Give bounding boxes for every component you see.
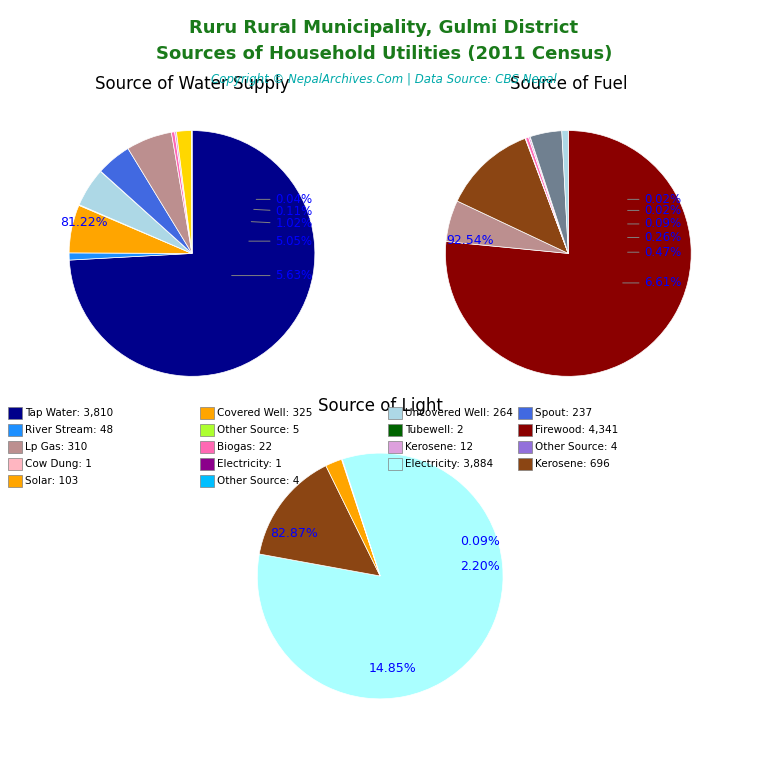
Wedge shape xyxy=(101,171,192,253)
Text: Copyright © NepalArchives.Com | Data Source: CBS Nepal: Copyright © NepalArchives.Com | Data Sou… xyxy=(211,73,557,86)
Text: 0.04%: 0.04% xyxy=(257,193,313,206)
Text: Tubewell: 2: Tubewell: 2 xyxy=(405,425,463,435)
Title: Source of Fuel: Source of Fuel xyxy=(510,74,627,93)
Wedge shape xyxy=(69,131,315,376)
Wedge shape xyxy=(445,131,691,376)
Title: Source of Light: Source of Light xyxy=(318,397,442,415)
Text: Tap Water: 3,810: Tap Water: 3,810 xyxy=(25,408,113,419)
Wedge shape xyxy=(561,131,568,253)
Text: 0.11%: 0.11% xyxy=(253,205,313,218)
Wedge shape xyxy=(79,171,192,253)
Text: Uncovered Well: 264: Uncovered Well: 264 xyxy=(405,408,512,419)
Text: Other Source: 4: Other Source: 4 xyxy=(217,475,299,486)
Text: Electricity: 3,884: Electricity: 3,884 xyxy=(405,458,493,469)
Text: Lp Gas: 310: Lp Gas: 310 xyxy=(25,442,87,452)
Wedge shape xyxy=(446,201,568,253)
Wedge shape xyxy=(128,132,192,253)
Text: Kerosene: 696: Kerosene: 696 xyxy=(535,458,610,469)
Text: Firewood: 4,341: Firewood: 4,341 xyxy=(535,425,618,435)
Text: Kerosene: 12: Kerosene: 12 xyxy=(405,442,473,452)
Title: Source of Water Supply: Source of Water Supply xyxy=(94,74,290,93)
Wedge shape xyxy=(326,459,380,576)
Text: Other Source: 5: Other Source: 5 xyxy=(217,425,299,435)
Wedge shape xyxy=(528,137,568,253)
Wedge shape xyxy=(69,205,192,253)
Wedge shape xyxy=(174,131,192,253)
Text: Electricity: 1: Electricity: 1 xyxy=(217,458,281,469)
Text: 14.85%: 14.85% xyxy=(369,662,416,675)
Text: 5.05%: 5.05% xyxy=(249,235,313,247)
Wedge shape xyxy=(530,131,568,253)
Wedge shape xyxy=(342,459,380,576)
Text: 92.54%: 92.54% xyxy=(446,233,494,247)
Text: Spout: 237: Spout: 237 xyxy=(535,408,592,419)
Text: Covered Well: 325: Covered Well: 325 xyxy=(217,408,312,419)
Wedge shape xyxy=(530,137,568,253)
Text: 6.61%: 6.61% xyxy=(623,276,682,290)
Text: Other Source: 4: Other Source: 4 xyxy=(535,442,617,452)
Text: Biogas: 22: Biogas: 22 xyxy=(217,442,272,452)
Text: 5.63%: 5.63% xyxy=(232,269,313,282)
Text: Ruru Rural Municipality, Gulmi District: Ruru Rural Municipality, Gulmi District xyxy=(190,19,578,37)
Text: Sources of Household Utilities (2011 Census): Sources of Household Utilities (2011 Cen… xyxy=(156,45,612,62)
Text: 2.20%: 2.20% xyxy=(460,560,500,573)
Text: 0.02%: 0.02% xyxy=(627,204,682,217)
Text: 0.47%: 0.47% xyxy=(627,246,682,259)
Wedge shape xyxy=(101,148,192,253)
Text: 0.09%: 0.09% xyxy=(627,217,682,230)
Text: Cow Dung: 1: Cow Dung: 1 xyxy=(25,458,91,469)
Wedge shape xyxy=(525,138,568,253)
Wedge shape xyxy=(79,205,192,253)
Wedge shape xyxy=(260,465,380,576)
Text: 81.22%: 81.22% xyxy=(60,217,108,230)
Text: 1.02%: 1.02% xyxy=(251,217,313,230)
Wedge shape xyxy=(69,253,192,260)
Wedge shape xyxy=(257,453,503,699)
Text: 0.26%: 0.26% xyxy=(627,231,682,244)
Text: 0.02%: 0.02% xyxy=(627,193,682,206)
Text: 0.09%: 0.09% xyxy=(460,535,500,548)
Wedge shape xyxy=(525,137,568,253)
Text: 82.87%: 82.87% xyxy=(270,527,318,540)
Wedge shape xyxy=(457,138,568,253)
Wedge shape xyxy=(171,132,192,253)
Wedge shape xyxy=(177,131,192,253)
Text: Solar: 103: Solar: 103 xyxy=(25,475,78,486)
Text: River Stream: 48: River Stream: 48 xyxy=(25,425,113,435)
